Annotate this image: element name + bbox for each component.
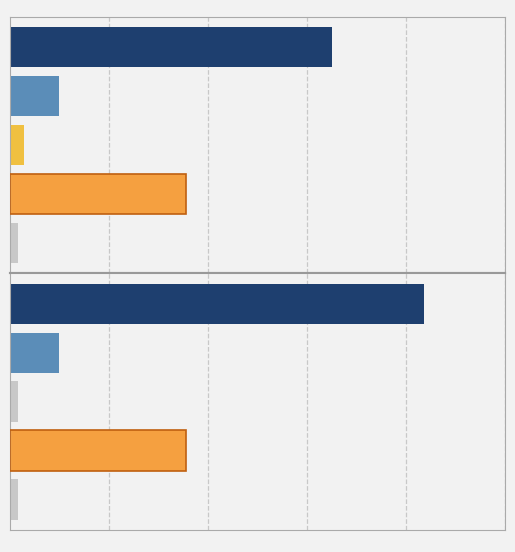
Bar [10,174,185,214]
Bar [10,76,59,116]
Bar [10,332,59,373]
Bar [10,223,18,263]
Bar [10,284,424,323]
Bar [10,27,332,67]
Bar [10,381,18,422]
Bar [10,431,185,471]
Bar [10,431,185,471]
Bar [10,125,24,165]
Bar [10,480,18,519]
Bar [10,174,185,214]
